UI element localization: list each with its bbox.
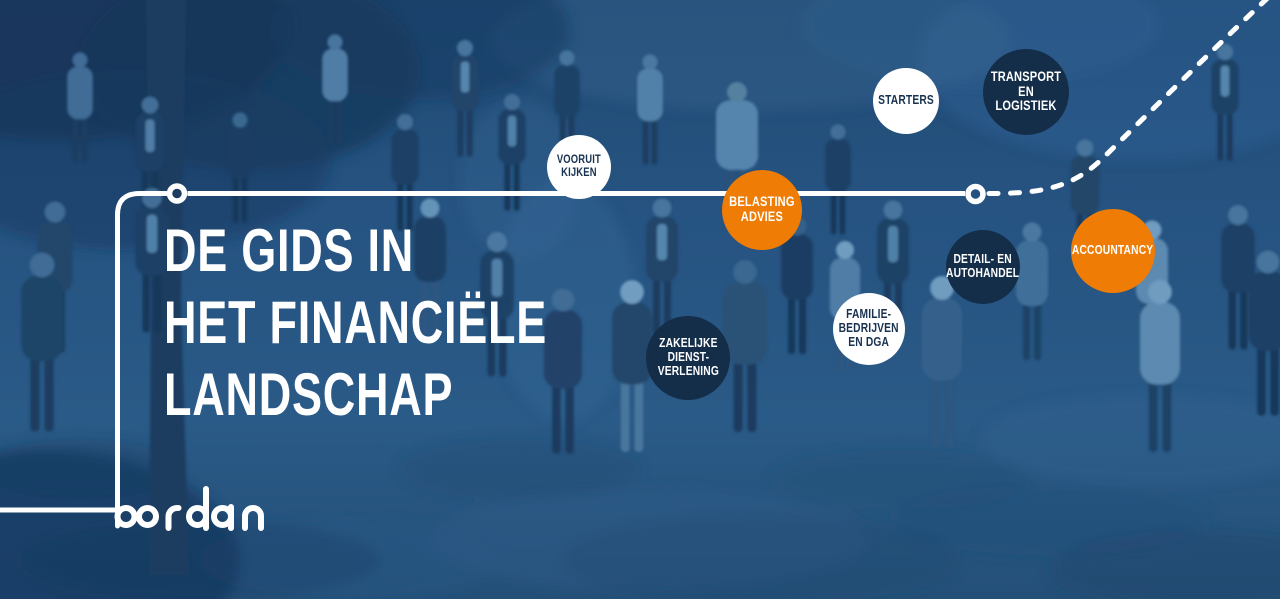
badge-label: FAMILIE- BEDRIJVEN EN DGA (838, 307, 900, 349)
badge-label: DETAIL- EN AUTOHANDEL (946, 252, 1020, 280)
logo-letter-o (136, 505, 159, 528)
badge-label: VOORUIT KIJKEN (556, 154, 602, 179)
badge-starters[interactable]: STARTERS (873, 68, 939, 134)
route-node-end (965, 183, 986, 205)
badge-label: ZAKELIJKE DIENST- VERLENING (657, 336, 719, 378)
badge-label: ACCOUNTANCY (1072, 243, 1154, 258)
badge-transport-en-logistiek[interactable]: TRANSPORT EN LOGISTIEK (983, 49, 1069, 135)
badge-detail-en-autohandel[interactable]: DETAIL- EN AUTOHANDEL (946, 230, 1020, 304)
heading-line-3: LANDSCHAP (164, 361, 454, 428)
badge-label: BELASTING ADVIES (729, 194, 795, 224)
badge-label: STARTERS (878, 93, 934, 108)
badge-vooruit-kijken[interactable]: VOORUIT KIJKEN (547, 135, 611, 199)
bordan-logo (114, 486, 264, 531)
logo-letter-a-bowl (211, 505, 234, 528)
logo-letter-d-bowl (186, 505, 209, 528)
logo-letter-r (165, 505, 182, 531)
badge-accountancy[interactable]: ACCOUNTANCY (1071, 209, 1155, 293)
heading-line-2: HET FINANCIËLE (164, 289, 548, 356)
route-node-start (166, 183, 188, 204)
logo-letter-b-bowl (114, 505, 138, 528)
badge-familie-bedrijven-en-dga[interactable]: FAMILIE- BEDRIJVEN EN DGA (833, 293, 905, 365)
page-title: DE GIDS IN HET FINANCIËLE LANDSCHAP (164, 215, 675, 431)
badge-belasting-advies[interactable]: BELASTING ADVIES (722, 170, 802, 250)
heading-line-1: DE GIDS IN (164, 217, 415, 284)
badge-label: TRANSPORT EN LOGISTIEK (990, 68, 1062, 114)
logo-letter-n (242, 505, 264, 531)
route-line-vertical (115, 191, 169, 529)
badge-zakelijke-dienstverlening[interactable]: ZAKELIJKE DIENST- VERLENING (646, 316, 730, 400)
